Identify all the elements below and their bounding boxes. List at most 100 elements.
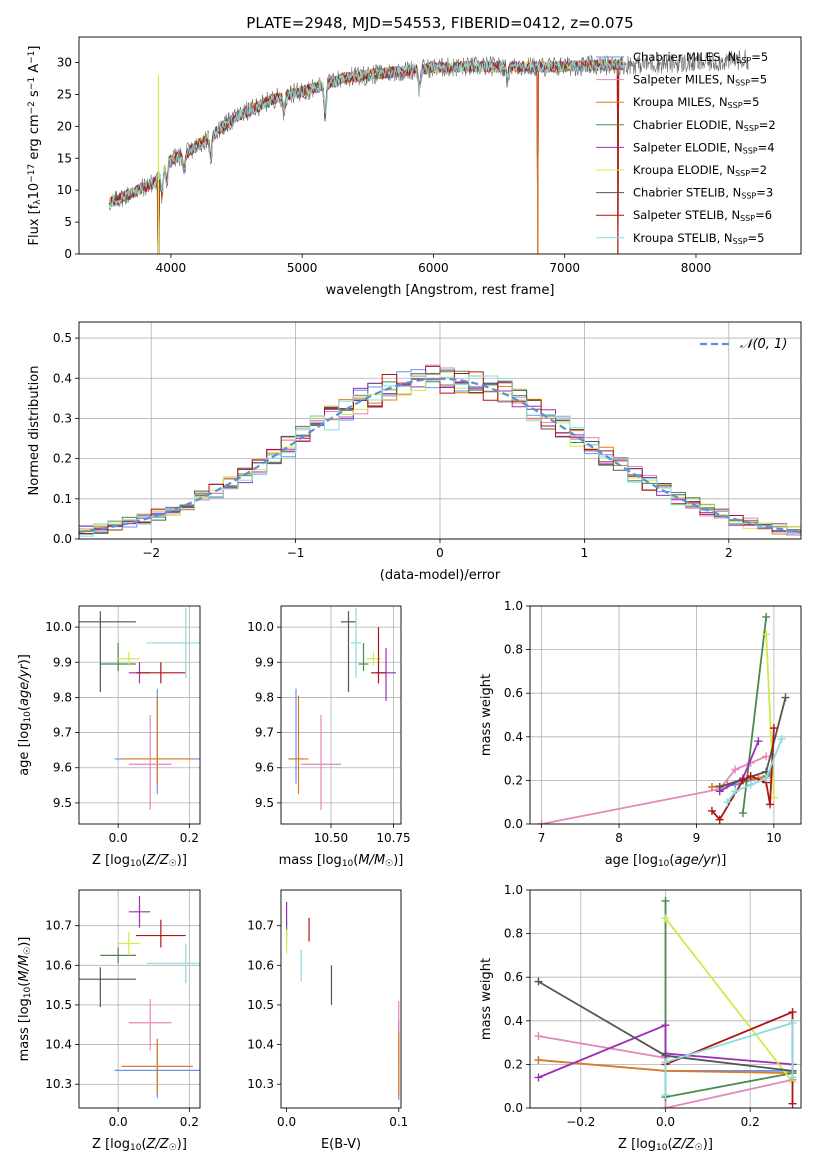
weight-vs-Z-xlabel-part-1: 10 (656, 1143, 668, 1153)
spectrum-yticklabel-1: 5 (64, 215, 72, 229)
weight-vs-Z-yticklabel-3: 0.6 (504, 970, 523, 984)
legend-sub-1: SSP (735, 79, 750, 88)
weight-vs-age-line-1 (541, 755, 767, 824)
mass-vs-Z-xticklabel-0: 0.0 (109, 1115, 128, 1129)
weight-vs-age-marker-3-0 (738, 809, 747, 818)
age-vs-Z-yticklabel-4: 9.9 (53, 655, 72, 669)
weight-vs-age-marker-7-6 (769, 724, 778, 733)
spectrum-yticklabel-4: 20 (57, 119, 72, 133)
weight-vs-Z-xlabel-part-5: )] (703, 1137, 713, 1152)
legend-end-5: =2 (750, 163, 767, 177)
residuals-xticklabel-3: 1 (581, 546, 589, 560)
legend-sub-2: SSP (728, 101, 743, 110)
legend-sub-8: SSP (733, 237, 748, 246)
age-vs-Z-yticklabel-5: 10.0 (45, 620, 72, 634)
mass-vs-Z-ylabel-part-4: ☉ (23, 947, 33, 955)
mass-vs-Z-ylabel-part-3: M/M (17, 955, 32, 982)
weight-vs-Z-frame (529, 889, 802, 1109)
spectrum-ylabel-part-5: −2 (27, 101, 37, 114)
weight-vs-age-marker-3-1 (762, 612, 771, 621)
weight-vs-age-xlabel-part-3: age/yr (674, 853, 717, 868)
spectrum-ylabel-part-8: A (27, 64, 42, 77)
age-vs-Z-ylabel-part-3: age/yr (17, 663, 32, 706)
age-vs-mass-yticklabel-1: 9.6 (255, 761, 274, 775)
legend-end-4: =4 (758, 140, 775, 154)
weight-vs-Z-xlabel-part-3: Z/Z (672, 1137, 696, 1152)
weight-vs-Z-marker-8-2 (788, 1018, 797, 1027)
mass-vs-Z-yticklabel-2: 10.5 (45, 998, 72, 1012)
residuals-hist-series-7 (79, 371, 801, 534)
mass-vs-ebv-axes: 0.0 0.1 10.3 10.4 10.5 10.6 10.7 (247, 919, 408, 1129)
weight-vs-age-xlabel-part-4: )] (716, 853, 726, 868)
mass-vs-ebv-yticklabel-4: 10.7 (247, 919, 274, 933)
mass-vs-Z-xlabel: Z [log10(Z/Z☉)] (92, 1137, 187, 1153)
weight-vs-age-marker-7-3 (746, 772, 755, 781)
spectrum-frame (78, 36, 802, 255)
weight-vs-age-yticklabel-3: 0.6 (504, 686, 523, 700)
weight-vs-age-xticklabel-1: 8 (615, 831, 623, 845)
mass-vs-Z-yticklabel-0: 10.3 (45, 1077, 72, 1091)
age-vs-Z-yticklabel-3: 9.8 (53, 690, 72, 704)
weight-vs-age-marker-8-2 (746, 780, 755, 789)
residuals-xticklabel-2: 0 (436, 546, 444, 560)
weight-vs-Z-marker-7-1 (788, 1008, 797, 1017)
weight-vs-Z-marker-8-3 (788, 1073, 797, 1082)
residuals-yticklabel-3: 0.3 (53, 411, 72, 425)
weight-vs-age-line-6 (719, 697, 787, 788)
age-vs-Z-xticklabel-1: 0.2 (180, 831, 199, 845)
mass-vs-Z-xlabel-part-1: 10 (130, 1143, 142, 1153)
age-vs-mass-xticklabel-2: 10.75 (376, 831, 410, 845)
spectrum-yticklabel-0: 0 (64, 247, 72, 261)
spectrum-legend-label-8: Kroupa STELIB, NSSP=5 (633, 231, 764, 246)
legend-end-0: =5 (751, 50, 768, 64)
age-vs-mass-xlabel: mass [log10(M/M☉)] (279, 853, 404, 869)
legend-text-2: Kroupa MILES, N (633, 95, 728, 109)
weight-vs-age-ylabel: mass weight (479, 674, 494, 756)
weight-vs-Z-yticklabel-5: 1.0 (504, 883, 523, 897)
mass-vs-Z-xlabel-part-2: ( (141, 1137, 146, 1152)
weight-vs-Z-yticklabel-1: 0.2 (504, 1057, 523, 1071)
weight-vs-Z-xticklabel-1: 0.0 (656, 1115, 675, 1129)
weight-vs-Z-line-4 (538, 1023, 793, 1079)
age-vs-Z-ylabel-part-2: ( (17, 706, 32, 711)
weight-vs-Z-marker-2-0 (534, 1056, 543, 1065)
spectrum-ylabel: Flux [fλ10−17 erg cm−2 s−1 A−1] (27, 46, 43, 246)
weight-vs-Z-xlabel-part-4: ☉ (695, 1143, 703, 1153)
weight-vs-Z-marker-4-0 (534, 1073, 543, 1082)
weight-vs-age-marker-1-0 (537, 820, 546, 824)
age-vs-Z-xlabel-part-3: Z/Z (146, 853, 170, 868)
age-vs-Z-xlabel-part-5: )] (177, 853, 187, 868)
residuals-yticklabel-0: 0.0 (53, 532, 72, 546)
legend-end-7: =6 (755, 208, 772, 222)
age-vs-Z-xlabel-part-2: ( (141, 853, 146, 868)
spectrum-ylabel-part-9: −1 (27, 51, 37, 64)
legend-text-7: Salpeter STELIB, N (633, 208, 740, 222)
weight-vs-Z-line-5 (664, 917, 794, 1083)
legend-text-5: Kroupa ELODIE, N (633, 163, 735, 177)
legend-end-3: =2 (759, 118, 776, 132)
residuals-hist (79, 364, 801, 537)
spectrum-ylabel-part-2: 10 (27, 183, 42, 200)
weight-vs-Z-xticklabel-0: −0.2 (566, 1115, 595, 1129)
residuals-yticklabel-2: 0.2 (53, 452, 72, 466)
legend-sub-7: SSP (740, 214, 755, 223)
mass-vs-ebv-xlabel: E(B-V) (321, 1137, 361, 1152)
spectrum-model-line-8 (108, 58, 624, 208)
legend-sub-5: SSP (735, 169, 750, 178)
mass-vs-Z-ylabel-part-1: 10 (23, 986, 33, 998)
legend-end-6: =3 (756, 186, 773, 200)
age-vs-Z-axes: 0.0 0.2 9.5 9.6 9.7 9.8 9.9 10.0 (45, 606, 200, 845)
spectrum-legend-label-6: Chabrier STELIB, NSSP=3 (633, 186, 773, 201)
weight-vs-Z-lines (534, 896, 797, 1108)
residuals-xlabel: (data-model)/error (380, 568, 501, 583)
age-vs-Z-errorbars (79, 607, 200, 810)
legend-text-0: Chabrier MILES, N (633, 50, 736, 64)
mass-vs-ebv-yticklabel-2: 10.5 (247, 998, 274, 1012)
legend-sub-0: SSP (736, 56, 751, 65)
mass-vs-Z-xlabel-part-0: Z [log (92, 1137, 130, 1152)
weight-vs-age-marker-6-0 (715, 782, 724, 791)
figure-title: PLATE=2948, MJD=54553, FIBERID=0412, z=0… (246, 14, 633, 32)
weight-vs-age-yticklabel-4: 0.8 (504, 643, 523, 657)
